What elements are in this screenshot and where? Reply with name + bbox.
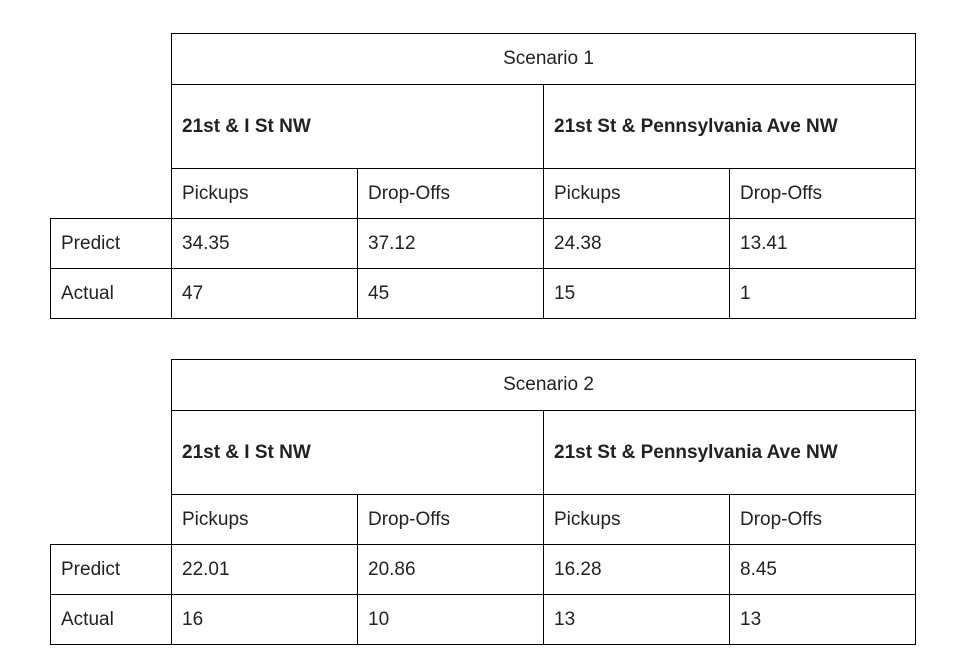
location-header-2: 21st St & Pennsylvania Ave NW bbox=[543, 84, 916, 169]
subheader-pickups: Pickups bbox=[171, 168, 358, 219]
scenario-1-table: Scenario 1 21st & I St NW 21st St & Penn… bbox=[50, 33, 916, 319]
corner-cell bbox=[51, 34, 172, 85]
row-label: Actual bbox=[50, 594, 172, 645]
title-row: Scenario 1 bbox=[51, 33, 916, 85]
location-row: 21st & I St NW 21st St & Pennsylvania Av… bbox=[51, 410, 916, 495]
title-row: Scenario 2 bbox=[51, 359, 916, 411]
subheader-pickups: Pickups bbox=[543, 494, 730, 545]
table-cell: 47 bbox=[171, 268, 358, 319]
table-cell: 16 bbox=[171, 594, 358, 645]
row-label: Actual bbox=[50, 268, 172, 319]
table-cell: 13 bbox=[543, 594, 730, 645]
subheader-dropoffs: Drop-Offs bbox=[729, 494, 916, 545]
scenario-title: Scenario 2 bbox=[171, 359, 916, 411]
table-cell: 34.35 bbox=[171, 218, 358, 269]
subheader-pickups: Pickups bbox=[171, 494, 358, 545]
table-cell: 22.01 bbox=[171, 544, 358, 595]
table-cell: 20.86 bbox=[357, 544, 544, 595]
scenario-2-table: Scenario 2 21st & I St NW 21st St & Penn… bbox=[50, 359, 916, 645]
row-label: Predict bbox=[50, 218, 172, 269]
table-cell: 24.38 bbox=[543, 218, 730, 269]
location-header-2: 21st St & Pennsylvania Ave NW bbox=[543, 410, 916, 495]
table-row: Predict 22.01 20.86 16.28 8.45 bbox=[50, 544, 916, 595]
subheader-row: Pickups Drop-Offs Pickups Drop-Offs bbox=[51, 168, 916, 219]
table-row: Actual 16 10 13 13 bbox=[50, 594, 916, 645]
subheader-dropoffs: Drop-Offs bbox=[357, 168, 544, 219]
table-cell: 1 bbox=[729, 268, 916, 319]
subheader-dropoffs: Drop-Offs bbox=[729, 168, 916, 219]
subheader-row: Pickups Drop-Offs Pickups Drop-Offs bbox=[51, 494, 916, 545]
table-cell: 16.28 bbox=[543, 544, 730, 595]
subheader-dropoffs: Drop-Offs bbox=[357, 494, 544, 545]
table-cell: 45 bbox=[357, 268, 544, 319]
table-cell: 8.45 bbox=[729, 544, 916, 595]
table-cell: 37.12 bbox=[357, 218, 544, 269]
location-row: 21st & I St NW 21st St & Pennsylvania Av… bbox=[51, 84, 916, 169]
table-row: Predict 34.35 37.12 24.38 13.41 bbox=[50, 218, 916, 269]
location-header-1: 21st & I St NW bbox=[171, 410, 544, 495]
corner-cell bbox=[51, 360, 172, 411]
table-cell: 13 bbox=[729, 594, 916, 645]
scenario-title: Scenario 1 bbox=[171, 33, 916, 85]
location-header-1: 21st & I St NW bbox=[171, 84, 544, 169]
table-cell: 15 bbox=[543, 268, 730, 319]
table-cell: 13.41 bbox=[729, 218, 916, 269]
table-row: Actual 47 45 15 1 bbox=[50, 268, 916, 319]
row-label: Predict bbox=[50, 544, 172, 595]
subheader-pickups: Pickups bbox=[543, 168, 730, 219]
table-cell: 10 bbox=[357, 594, 544, 645]
